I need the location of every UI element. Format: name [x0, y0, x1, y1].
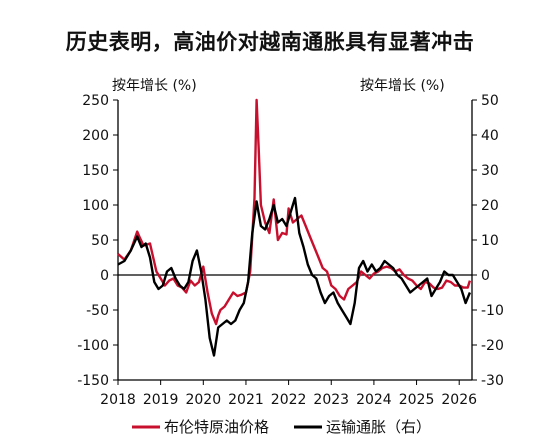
left-tick-label: 250: [82, 93, 109, 109]
left-tick-label: 200: [82, 128, 109, 144]
chart-title: 历史表明，高油价对越南通胀具有显著冲击: [65, 30, 475, 54]
x-tick-label: 2018: [100, 392, 136, 408]
brent-price-line: [117, 98, 472, 326]
left-tick-label: 0: [100, 268, 109, 284]
x-tick-label: 2025: [399, 392, 435, 408]
right-tick-label: -10: [481, 303, 504, 319]
left-tick-label: 150: [82, 163, 109, 179]
legend-label: 运输通胀（右）: [326, 418, 431, 436]
left-tick-label: -50: [86, 303, 109, 319]
left-axis-unit-label: 按年增长 (%): [112, 78, 197, 94]
left-tick-label: 50: [91, 233, 109, 249]
right-tick-label: -30: [481, 373, 504, 389]
right-tick-label: 40: [481, 128, 499, 144]
right-tick-label: 0: [481, 268, 490, 284]
left-tick-label: -150: [77, 373, 109, 389]
transport-inflation-line: [117, 196, 472, 357]
x-tick-label: 2021: [228, 392, 264, 408]
left-tick-label: -100: [77, 338, 109, 354]
x-tick-label: 2020: [185, 392, 221, 408]
right-tick-label: 20: [481, 198, 499, 214]
right-axis-unit-label: 按年增长 (%): [360, 78, 445, 94]
x-tick-label: 2022: [271, 392, 307, 408]
legend-label: 布伦特原油价格: [164, 418, 269, 436]
x-tick-label: 2019: [143, 392, 179, 408]
right-tick-label: 30: [481, 163, 499, 179]
x-tick-label: 2024: [356, 392, 392, 408]
right-tick-label: -20: [481, 338, 504, 354]
right-tick-label: 10: [481, 233, 499, 249]
x-tick-label: 2026: [441, 392, 477, 408]
left-tick-label: 100: [82, 198, 109, 214]
x-tick-label: 2023: [313, 392, 349, 408]
right-tick-label: 50: [481, 93, 499, 109]
